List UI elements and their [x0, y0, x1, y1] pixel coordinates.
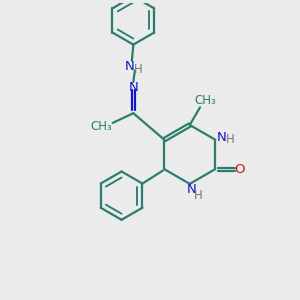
Text: O: O [234, 163, 244, 176]
Text: H: H [134, 62, 143, 76]
Text: CH₃: CH₃ [91, 120, 112, 133]
Text: N: N [217, 131, 226, 144]
Text: H: H [194, 188, 203, 202]
Text: N: N [128, 81, 138, 94]
Text: N: N [124, 60, 134, 73]
Text: CH₃: CH₃ [194, 94, 216, 107]
Text: N: N [186, 183, 196, 196]
Text: H: H [226, 133, 235, 146]
